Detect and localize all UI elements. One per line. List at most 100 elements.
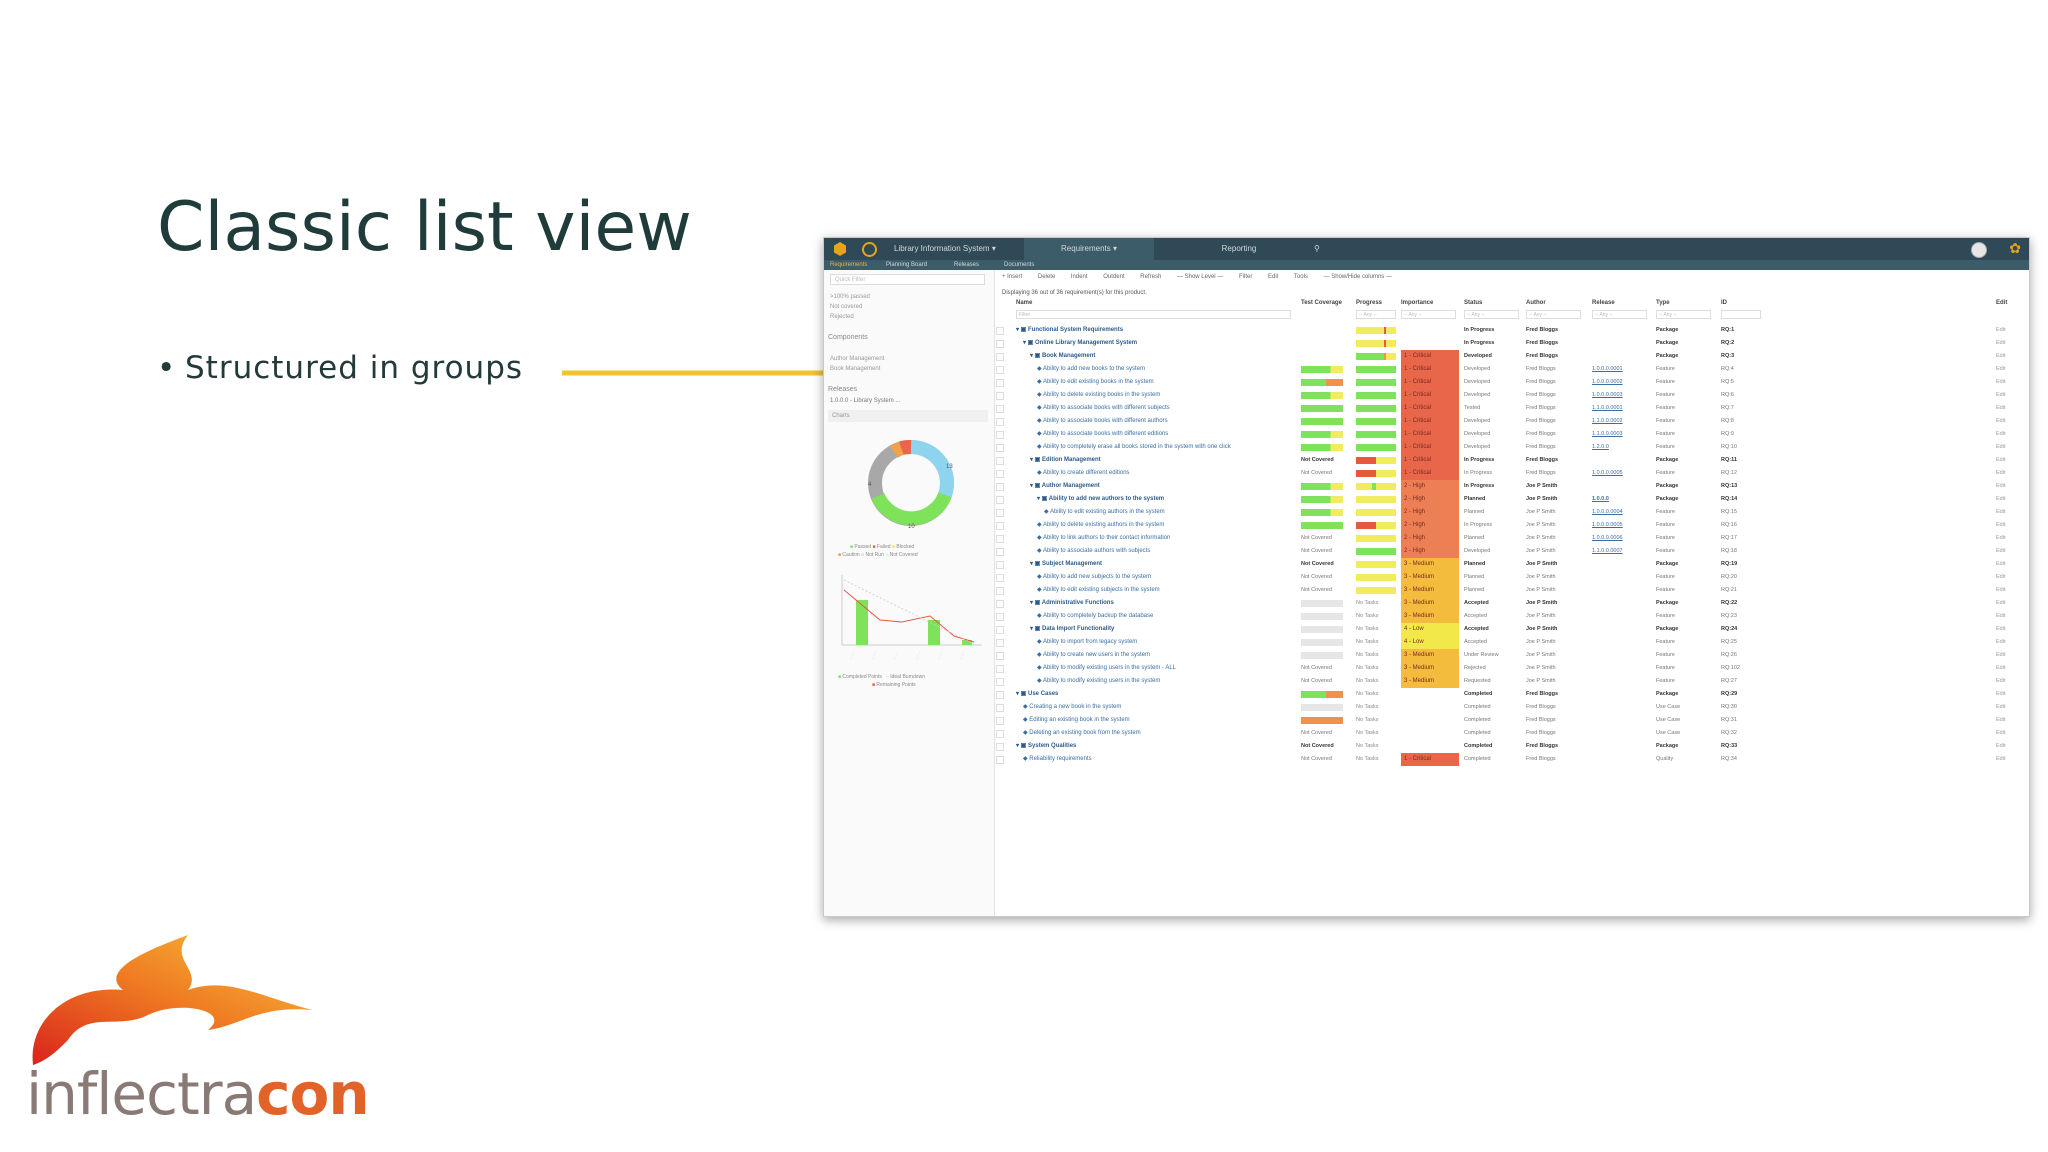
table-row[interactable]: ◆ Ability to completely backup the datab… — [996, 610, 2029, 623]
release-cell[interactable] — [1592, 558, 1652, 571]
release-cell[interactable] — [1592, 610, 1652, 623]
table-row[interactable]: ◆ Ability to delete existing authors in … — [996, 519, 2029, 532]
workspace-icon[interactable] — [862, 242, 877, 257]
row-checkbox[interactable] — [996, 327, 1004, 335]
table-row[interactable]: ◆ Ability to edit existing subjects in t… — [996, 584, 2029, 597]
row-checkbox[interactable] — [996, 756, 1004, 764]
row-edit-link[interactable]: Edit — [1996, 431, 2006, 437]
release-cell[interactable]: 1.0.0.0.0001 — [1592, 366, 1623, 372]
subnav-requirements[interactable]: Requirements — [830, 262, 868, 268]
row-checkbox[interactable] — [996, 587, 1004, 595]
release-cell[interactable] — [1592, 571, 1652, 584]
row-edit-link[interactable]: Edit — [1996, 548, 2006, 554]
release-cell[interactable] — [1592, 740, 1652, 753]
col-header-status[interactable]: Status — [1464, 300, 1483, 306]
row-checkbox[interactable] — [996, 613, 1004, 621]
release-cell[interactable] — [1592, 649, 1652, 662]
table-row[interactable]: ▾ ▣ Functional System Requirements In Pro… — [996, 324, 2029, 337]
release-cell[interactable] — [1592, 714, 1652, 727]
row-checkbox[interactable] — [996, 626, 1004, 634]
requirement-name-link[interactable]: ▾ ▣ Use Cases — [1016, 691, 1059, 697]
row-checkbox[interactable] — [996, 548, 1004, 556]
insert-button[interactable]: + Insert — [1002, 274, 1023, 280]
row-checkbox[interactable] — [996, 405, 1004, 413]
row-checkbox[interactable] — [996, 470, 1004, 478]
row-checkbox[interactable] — [996, 600, 1004, 608]
requirement-name-link[interactable]: ◆ Ability to associate books with differ… — [1037, 418, 1168, 424]
release-cell[interactable] — [1592, 324, 1652, 337]
section-selector[interactable]: Requirements ▾ — [1024, 238, 1154, 260]
requirement-name-link[interactable]: ◆ Ability to create new users in the sys… — [1037, 652, 1150, 658]
requirement-name-link[interactable]: ▾ ▣ Book Management — [1030, 353, 1096, 359]
row-edit-link[interactable]: Edit — [1996, 574, 2006, 580]
id-filter[interactable] — [1721, 310, 1761, 319]
col-header-name[interactable]: Name — [1016, 300, 1033, 306]
requirement-name-link[interactable]: ▾ ▣ Author Management — [1030, 483, 1100, 489]
status-filter[interactable]: -- Any -- — [1464, 310, 1519, 319]
importance-filter[interactable]: -- Any -- — [1401, 310, 1456, 319]
show-level-select[interactable]: — Show Level — — [1176, 274, 1224, 280]
type-filter[interactable]: -- Any -- — [1656, 310, 1711, 319]
quick-filter-input[interactable]: Quick Filter — [830, 274, 985, 285]
table-row[interactable]: ◆ Deleting an existing book from the sys… — [996, 727, 2029, 740]
row-edit-link[interactable]: Edit — [1996, 457, 2006, 463]
requirement-name-link[interactable]: ◆ Ability to associate books with differ… — [1037, 431, 1169, 437]
requirement-name-link[interactable]: ▾ ▣ Edition Management — [1030, 457, 1101, 463]
subnav-releases[interactable]: Releases — [954, 262, 980, 268]
release-cell[interactable] — [1592, 337, 1652, 350]
row-checkbox[interactable] — [996, 366, 1004, 374]
row-edit-link[interactable]: Edit — [1996, 665, 2006, 671]
row-edit-link[interactable]: Edit — [1996, 496, 2006, 502]
filter-button[interactable]: Filter — [1238, 274, 1253, 280]
table-row[interactable]: ◆ Ability to import from legacy system No… — [996, 636, 2029, 649]
col-header-importance[interactable]: Importance — [1401, 300, 1434, 306]
row-edit-link[interactable]: Edit — [1996, 652, 2006, 658]
table-row[interactable]: ◆ Ability to create new users in the sys… — [996, 649, 2029, 662]
table-row[interactable]: ◆ Ability to modify existing users in th… — [996, 662, 2029, 675]
row-checkbox[interactable] — [996, 704, 1004, 712]
row-edit-link[interactable]: Edit — [1996, 522, 2006, 528]
filter-passed[interactable]: >100% passed — [830, 294, 870, 300]
progress-filter[interactable]: -- Any -- — [1356, 310, 1396, 319]
row-edit-link[interactable]: Edit — [1996, 470, 2006, 476]
tools-button[interactable]: Tools — [1293, 274, 1308, 280]
release-cell[interactable] — [1592, 454, 1652, 467]
row-edit-link[interactable]: Edit — [1996, 639, 2006, 645]
release-cell[interactable]: 1.2.0.0 — [1592, 444, 1609, 450]
table-row[interactable]: ▾ ▣ Data Import Functionality No Tasks 4 -… — [996, 623, 2029, 636]
edit-button[interactable]: Edit — [1268, 274, 1279, 280]
requirement-name-link[interactable]: ◆ Ability to create different editions — [1037, 470, 1130, 476]
release-cell[interactable] — [1592, 662, 1652, 675]
row-edit-link[interactable]: Edit — [1996, 379, 2006, 385]
release-cell[interactable] — [1592, 636, 1652, 649]
refresh-button[interactable]: Refresh — [1140, 274, 1162, 280]
requirement-name-link[interactable]: ▾ ▣ Functional System Requirements — [1016, 327, 1124, 333]
table-row[interactable]: ◆ Ability to link authors to their conta… — [996, 532, 2029, 545]
table-row[interactable]: ▾ ▣ Subject Management Not Covered 3 - Med… — [996, 558, 2029, 571]
author-filter[interactable]: -- Any -- — [1526, 310, 1581, 319]
requirement-name-link[interactable]: ▾ ▣ Data Import Functionality — [1030, 626, 1115, 632]
col-header-type[interactable]: Type — [1656, 300, 1670, 306]
release-cell[interactable]: 1.0.0.0.0002 — [1592, 379, 1623, 385]
table-row[interactable]: ◆ Ability to add new subjects to the sys… — [996, 571, 2029, 584]
row-checkbox[interactable] — [996, 418, 1004, 426]
name-filter-input[interactable]: Filter — [1016, 310, 1291, 319]
row-edit-link[interactable]: Edit — [1996, 405, 2006, 411]
release-selector[interactable] — [828, 376, 953, 386]
row-checkbox[interactable] — [996, 743, 1004, 751]
row-checkbox[interactable] — [996, 457, 1004, 465]
row-checkbox[interactable] — [996, 392, 1004, 400]
table-row[interactable]: ▾ ▣ Author Management 2 - High In Progress… — [996, 480, 2029, 493]
row-edit-link[interactable]: Edit — [1996, 418, 2006, 424]
row-edit-link[interactable]: Edit — [1996, 704, 2006, 710]
row-checkbox[interactable] — [996, 483, 1004, 491]
table-row[interactable]: ◆ Ability to edit existing books in the … — [996, 376, 2029, 389]
outdent-button[interactable]: Outdent — [1103, 274, 1125, 280]
indent-button[interactable]: Indent — [1070, 274, 1088, 280]
show-hide-columns-select[interactable]: — Show/Hide columns — — [1323, 274, 1392, 280]
release-cell[interactable]: 1.0.0.0.0006 — [1592, 535, 1623, 541]
row-checkbox[interactable] — [996, 379, 1004, 387]
release-cell[interactable]: 1.1.0.0.0001 — [1592, 405, 1623, 411]
release-cell[interactable] — [1592, 584, 1652, 597]
col-header-author[interactable]: Author — [1526, 300, 1546, 306]
